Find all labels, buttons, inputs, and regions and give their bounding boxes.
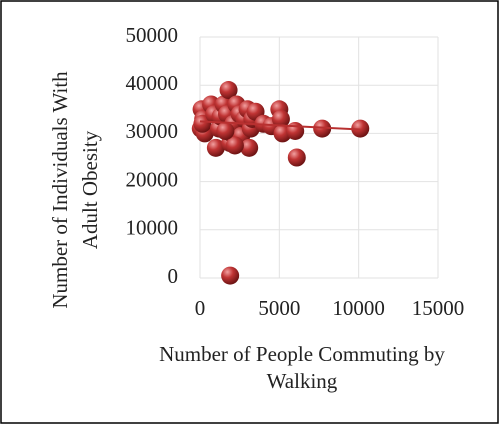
- y-tick-label: 0: [168, 264, 179, 288]
- x-tick-label: 10000: [332, 296, 385, 320]
- x-tick-label: 15000: [412, 296, 465, 320]
- y-tick-label: 40000: [126, 71, 179, 95]
- point: [193, 114, 212, 133]
- y-axis-title: Number of Individuals With: [48, 71, 72, 309]
- trendline: [199, 120, 361, 131]
- x-tick-label: 0: [195, 296, 206, 320]
- y-tick-label: 50000: [126, 23, 179, 47]
- point: [219, 81, 238, 100]
- point: [286, 121, 305, 140]
- x-axis-title: Walking: [267, 369, 338, 393]
- y-axis-title: Adult Obesity: [78, 130, 102, 249]
- point: [221, 266, 240, 285]
- point: [206, 138, 225, 157]
- point: [287, 148, 306, 167]
- y-tick-label: 30000: [126, 119, 179, 143]
- point: [271, 109, 290, 128]
- x-tick-label: 5000: [258, 296, 300, 320]
- point: [225, 136, 244, 155]
- point: [216, 121, 235, 140]
- y-tick-label: 10000: [126, 216, 179, 240]
- point: [240, 138, 259, 157]
- x-axis-title: Number of People Commuting by: [159, 342, 445, 366]
- y-tick-label: 20000: [126, 167, 179, 191]
